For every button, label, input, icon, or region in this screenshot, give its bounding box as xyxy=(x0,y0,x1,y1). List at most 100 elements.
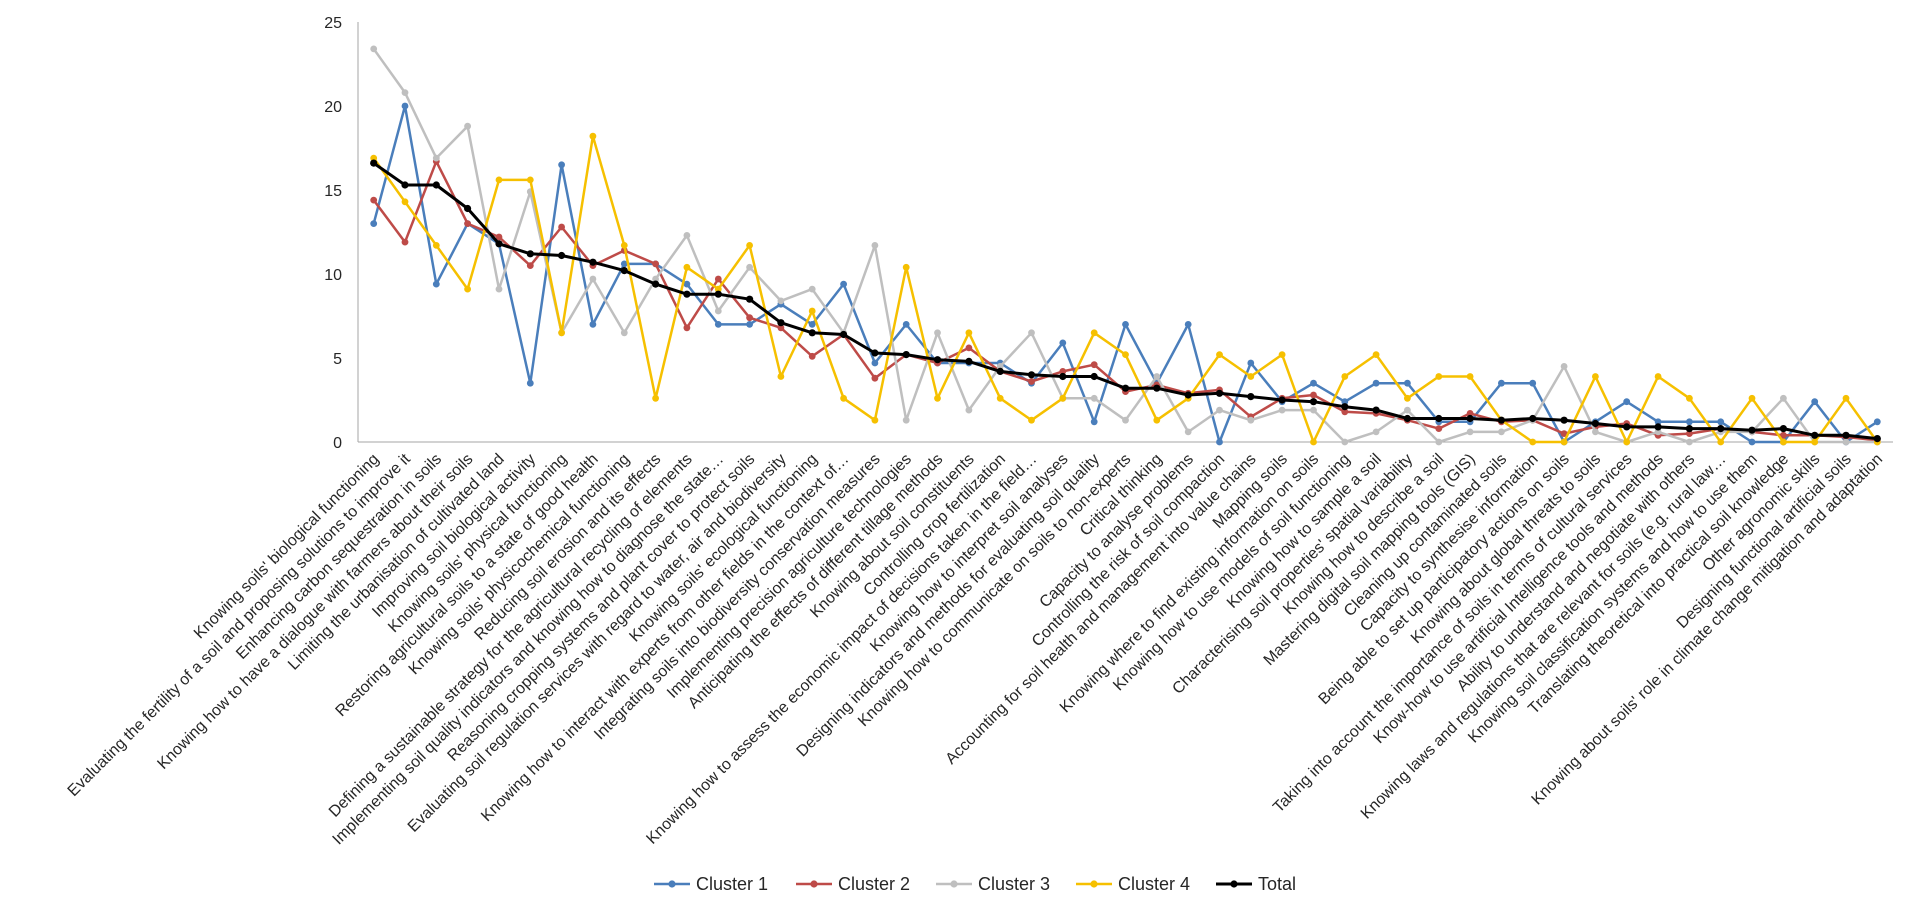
legend-swatch-marker xyxy=(668,880,676,888)
data-point xyxy=(1717,425,1725,433)
data-point xyxy=(714,321,722,328)
data-point xyxy=(871,242,879,249)
data-point xyxy=(1654,373,1662,380)
data-point xyxy=(1184,428,1192,436)
data-point xyxy=(1717,438,1725,446)
legend-swatch-marker xyxy=(1230,880,1238,888)
legend-label: Cluster 4 xyxy=(1118,874,1190,894)
data-point xyxy=(1717,418,1725,426)
data-point xyxy=(1623,423,1631,431)
data-point xyxy=(683,280,691,288)
data-point xyxy=(1278,396,1286,404)
data-point xyxy=(526,176,534,184)
data-point xyxy=(1404,379,1411,387)
data-point xyxy=(746,242,753,249)
data-point xyxy=(1654,423,1662,431)
data-point xyxy=(1654,428,1662,436)
data-point xyxy=(1027,371,1036,379)
data-point xyxy=(1811,438,1819,446)
data-point xyxy=(1529,414,1537,423)
data-point xyxy=(1780,394,1787,402)
data-point xyxy=(996,394,1004,402)
data-point xyxy=(1466,410,1474,417)
x-tick-label: Limiting the urbanisation of cultivated … xyxy=(285,451,508,674)
data-point xyxy=(1372,351,1380,358)
data-point xyxy=(401,102,409,110)
x-axis-tick-labels: Knowing soils' biological functioningEva… xyxy=(65,450,1886,848)
data-point xyxy=(683,232,691,239)
data-point xyxy=(808,321,816,328)
data-point xyxy=(1028,378,1035,385)
data-point xyxy=(370,154,378,162)
data-point xyxy=(1842,431,1850,439)
data-point xyxy=(1341,403,1349,411)
y-tick-label: 15 xyxy=(324,183,342,200)
data-point xyxy=(1654,418,1662,426)
data-point xyxy=(526,250,534,258)
data-point xyxy=(996,367,1004,375)
data-point xyxy=(1873,435,1881,443)
legend-label: Cluster 2 xyxy=(838,874,910,894)
data-point xyxy=(1435,438,1443,446)
data-point xyxy=(589,321,597,328)
legend-item: Cluster 2 xyxy=(796,874,910,894)
data-point xyxy=(1090,394,1098,402)
series-lines xyxy=(370,45,1881,446)
data-point xyxy=(1780,438,1787,446)
data-point xyxy=(1341,438,1349,446)
data-point xyxy=(620,242,628,249)
data-point xyxy=(777,324,785,332)
data-point xyxy=(1372,379,1380,387)
data-point xyxy=(401,238,409,246)
data-point xyxy=(746,263,753,271)
data-point xyxy=(620,260,628,268)
data-point xyxy=(1435,373,1443,380)
data-point xyxy=(871,416,879,424)
data-point xyxy=(1873,418,1881,426)
legend-swatch-marker xyxy=(950,880,958,888)
data-point xyxy=(1811,431,1819,439)
data-point xyxy=(526,262,534,269)
data-point xyxy=(746,314,753,322)
data-point xyxy=(1592,428,1599,436)
data-point xyxy=(1247,416,1255,424)
data-point xyxy=(1623,398,1631,406)
legend-item: Cluster 4 xyxy=(1076,874,1190,894)
data-point xyxy=(1059,372,1067,381)
series-line xyxy=(372,48,1878,444)
data-point xyxy=(1247,393,1255,401)
data-point xyxy=(589,132,597,140)
series-cluster-4 xyxy=(370,132,1881,446)
data-point xyxy=(965,329,973,337)
data-point xyxy=(1685,425,1693,433)
data-point xyxy=(1686,394,1693,402)
data-point xyxy=(1748,426,1756,434)
data-point xyxy=(1591,419,1599,428)
data-point xyxy=(1498,428,1505,436)
data-point xyxy=(1560,430,1568,437)
data-point xyxy=(902,351,910,359)
data-point xyxy=(996,363,1004,370)
data-point xyxy=(1090,361,1098,369)
data-point xyxy=(526,379,534,387)
data-point xyxy=(1215,389,1224,397)
data-point xyxy=(1779,425,1787,433)
data-point xyxy=(1310,391,1317,399)
data-point xyxy=(1404,406,1411,414)
data-point xyxy=(1028,329,1035,337)
data-point xyxy=(558,329,565,337)
data-point xyxy=(1686,438,1693,446)
data-point xyxy=(840,330,848,339)
legend-swatch-marker xyxy=(810,880,818,888)
data-point xyxy=(1153,416,1161,424)
data-point xyxy=(808,307,816,315)
data-point xyxy=(683,324,691,332)
data-point xyxy=(1560,438,1568,446)
data-point xyxy=(1216,351,1223,358)
data-point xyxy=(1153,384,1161,392)
data-point xyxy=(808,352,816,360)
data-point xyxy=(1309,398,1318,406)
data-point xyxy=(1278,351,1286,358)
legend: Cluster 1 Cluster 2 Cluster 3 Cluster 4 Tota… xyxy=(654,874,1296,894)
data-point xyxy=(1216,438,1223,446)
